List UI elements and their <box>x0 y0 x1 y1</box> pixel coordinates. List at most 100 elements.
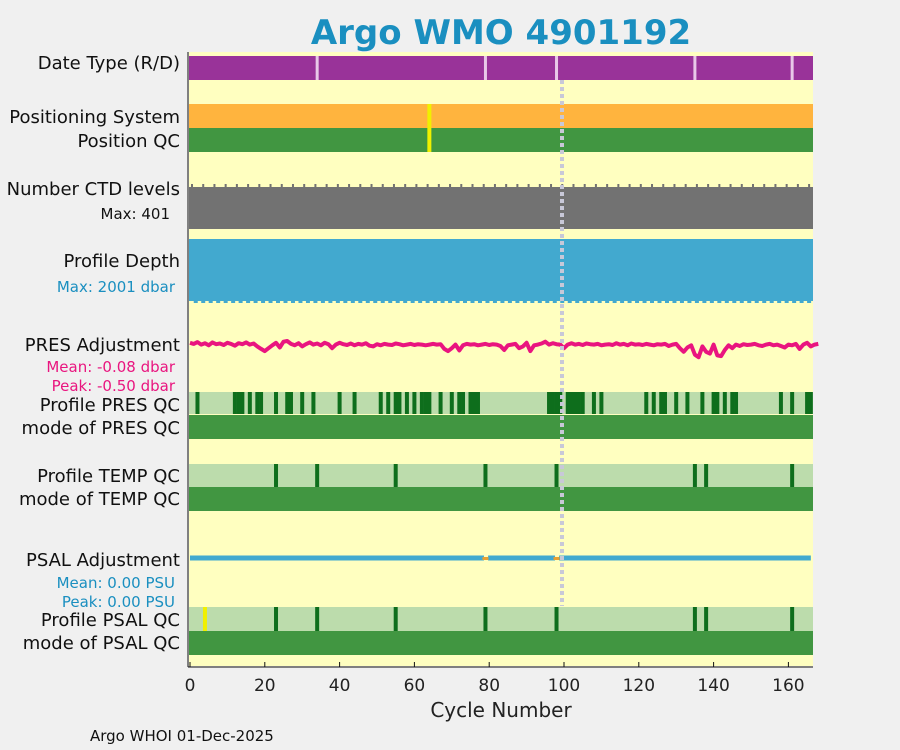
psal-qc-highlight <box>202 607 207 631</box>
profile-depth-band <box>189 239 813 301</box>
pres-qc-mark <box>404 392 409 414</box>
footer-text: Argo WHOI 01-Dec-2025 <box>90 727 274 745</box>
depth-notch <box>238 300 243 303</box>
ctd-level-tick <box>426 184 429 188</box>
date-type-break <box>693 56 697 80</box>
pres-qc-mark <box>393 392 398 414</box>
temp-qc-mark <box>554 464 559 487</box>
positioning-system-band <box>189 104 813 128</box>
temp-profile-qc-band <box>189 464 813 487</box>
depth-notch <box>448 300 453 303</box>
depth-notch <box>410 300 415 303</box>
label-mode-pres-qc: mode of PRES QC <box>22 418 180 439</box>
depth-notch <box>777 300 782 303</box>
depth-notch <box>208 300 213 303</box>
depth-notch <box>747 300 752 303</box>
depth-notch <box>231 300 236 303</box>
depth-notch <box>807 300 812 303</box>
ctd-level-tick <box>583 184 586 188</box>
pres-peak-text: Peak: -0.50 dbar <box>52 377 176 395</box>
ctd-level-tick <box>796 184 799 188</box>
depth-notch <box>313 300 318 303</box>
ctd-level-tick <box>449 184 452 188</box>
chart-title: Argo WMO 4901192 <box>311 13 691 53</box>
depth-notch <box>627 300 632 303</box>
depth-notch <box>567 300 572 303</box>
date-type-break <box>790 56 794 80</box>
x-tick-label: 160 <box>772 676 804 696</box>
pres-qc-mark <box>790 392 795 414</box>
depth-notch <box>418 300 423 303</box>
depth-notch <box>305 300 310 303</box>
depth-notch <box>433 300 438 303</box>
ctd-level-tick <box>303 184 306 188</box>
depth-notch <box>223 300 228 303</box>
depth-notch <box>261 300 266 303</box>
depth-notch <box>537 300 542 303</box>
depth-notch <box>283 300 288 303</box>
depth-notch <box>463 300 468 303</box>
depth-notch <box>724 300 729 303</box>
pres-qc-mark <box>247 392 252 414</box>
pres-qc-mark <box>461 392 466 414</box>
psal-mean-text: Mean: 0.00 PSU <box>57 574 175 592</box>
ctd-level-tick <box>527 184 530 188</box>
ctd-level-tick <box>291 184 294 188</box>
depth-notch <box>216 300 221 303</box>
depth-notch <box>545 300 550 303</box>
ctd-level-tick <box>392 184 395 188</box>
depth-notch <box>253 300 258 303</box>
ctd-level-tick <box>550 184 553 188</box>
ctd-level-tick <box>617 184 620 188</box>
depth-notch <box>343 300 348 303</box>
pres-qc-mark <box>651 392 656 414</box>
date-type-band <box>189 56 813 80</box>
pres-qc-mark <box>457 392 462 414</box>
depth-notch <box>769 300 774 303</box>
pres-qc-mark <box>547 392 552 414</box>
ctd-level-tick <box>471 184 474 188</box>
pres-qc-mark <box>808 392 813 414</box>
psal-qc-mark <box>704 607 709 631</box>
depth-notch <box>440 300 445 303</box>
depth-notch <box>762 300 767 303</box>
x-tick-label: 40 <box>329 676 351 696</box>
pres-qc-mark <box>427 392 432 414</box>
ctd-level-tick <box>785 184 788 188</box>
x-axis-label: Cycle Number <box>430 698 572 722</box>
ctd-level-tick <box>482 184 485 188</box>
ctd-level-tick <box>348 184 351 188</box>
depth-notch <box>784 300 789 303</box>
pres-qc-mark <box>236 392 241 414</box>
ctd-level-tick <box>538 184 541 188</box>
ctd-level-tick <box>191 184 193 188</box>
pres-qc-mark <box>644 392 649 414</box>
x-tick-label: 140 <box>697 676 729 696</box>
psal-qc-mark <box>315 607 320 631</box>
pres-qc-mark <box>734 392 739 414</box>
ctd-level-tick <box>247 184 250 188</box>
pres-qc-mark <box>412 392 417 414</box>
temp-qc-mark <box>790 464 795 487</box>
pres-qc-mark <box>300 392 305 414</box>
pres-qc-mark <box>778 392 783 414</box>
ctd-level-tick <box>740 184 743 188</box>
ctd-level-tick <box>684 184 687 188</box>
depth-notch <box>612 300 617 303</box>
pres-qc-mark <box>337 392 342 414</box>
ctd-level-tick <box>415 184 418 188</box>
pres-qc-mark <box>285 392 290 414</box>
depth-notch <box>590 300 595 303</box>
ctd-level-tick <box>594 184 597 188</box>
plot-background <box>189 52 813 666</box>
ctd-level-tick <box>280 184 283 188</box>
ctd-level-tick <box>437 184 440 188</box>
psal-qc-mark <box>393 607 398 631</box>
pres-qc-mark <box>576 392 581 414</box>
ctd-level-tick <box>269 184 272 188</box>
pres-qc-mark <box>259 392 264 414</box>
temp-qc-mark <box>315 464 320 487</box>
temp-qc-mark <box>704 464 709 487</box>
date-type-break <box>555 56 559 80</box>
label-mode-psal-qc: mode of PSAL QC <box>23 633 180 654</box>
